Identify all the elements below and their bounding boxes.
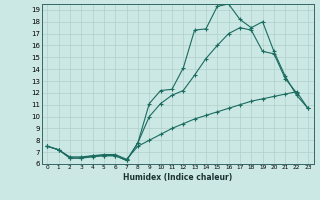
X-axis label: Humidex (Indice chaleur): Humidex (Indice chaleur) <box>123 173 232 182</box>
